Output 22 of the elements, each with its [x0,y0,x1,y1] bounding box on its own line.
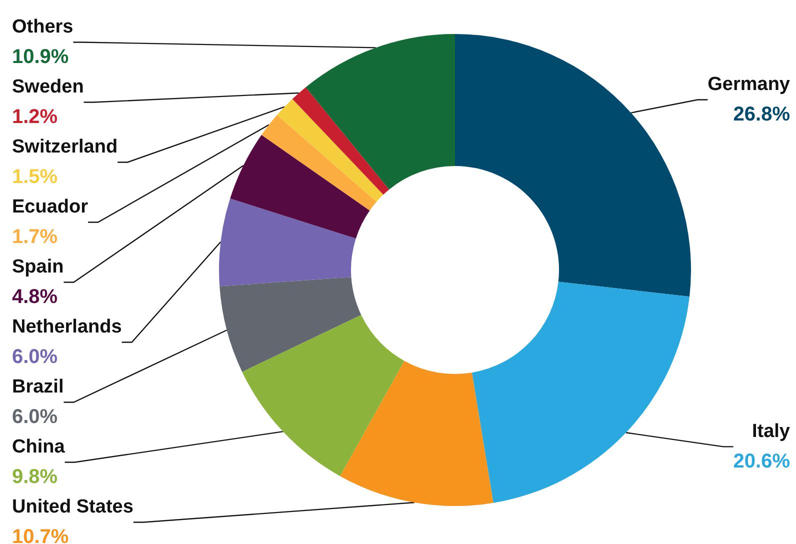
slice-label: United States [12,496,134,518]
data-label: 1.5% [12,166,58,188]
data-label: 4.8% [12,286,58,308]
data-label: 10.9% [12,46,69,68]
data-label: 9.8% [12,466,58,488]
slice-label: Brazil [12,376,64,398]
data-label: 10.7% [12,526,69,544]
slice-label: Ecuador [12,196,89,218]
data-label: 1.7% [12,226,58,248]
slice-label: Switzerland [12,136,118,158]
data-label: 1.2% [12,106,58,128]
data-label: 6.0% [12,406,58,428]
slice-label: Sweden [12,76,84,98]
data-label: 20.6% [733,450,790,472]
slice-label: Others [12,16,74,38]
slice-label: Germany [708,74,790,95]
slice-label: Italy [752,420,790,442]
slice-label: Spain [12,256,64,278]
slice-label: Netherlands [12,316,122,338]
data-label: 6.0% [12,346,58,368]
data-label: 26.8% [733,104,790,126]
slice-label: China [12,436,66,458]
